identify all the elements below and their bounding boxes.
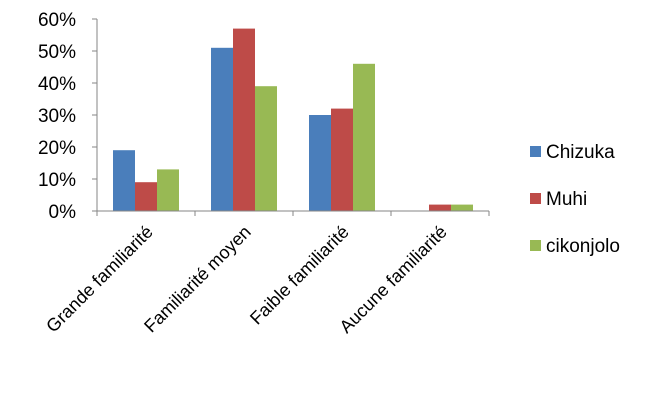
bar-chizuka-0 (113, 150, 135, 211)
bar-chizuka-2 (309, 115, 331, 211)
bar-muhi-0 (135, 182, 157, 211)
legend-label: cikonjolo (546, 236, 620, 257)
legend: Chizuka Muhi cikonjolo (530, 142, 620, 257)
legend-swatch (530, 146, 541, 157)
legend-label: Chizuka (546, 142, 615, 163)
bar-muhi-2 (331, 108, 353, 211)
legend-swatch (530, 193, 541, 204)
axis-layer (92, 18, 490, 216)
y-tick-label: 0% (49, 202, 77, 223)
bar-cikonjolo-2 (353, 63, 375, 211)
y-tick-label: 20% (38, 138, 76, 159)
bar-muhi-1 (233, 28, 255, 211)
legend-item-cikonjolo: cikonjolo (530, 236, 620, 257)
bar-cikonjolo-3 (451, 204, 473, 211)
x-category-label: Faible familiarité (246, 222, 353, 329)
legend-swatch (530, 240, 541, 251)
y-tick-label: 10% (38, 170, 76, 191)
x-category-label: Familiarité moyen (140, 222, 255, 337)
x-category-label: Grande familiarité (42, 222, 157, 337)
bars-layer (113, 28, 473, 211)
x-category-label: Aucune familiarité (336, 222, 451, 337)
bar-chizuka-1 (211, 47, 233, 211)
y-tick-label: 60% (38, 10, 76, 31)
legend-item-muhi: Muhi (530, 189, 587, 210)
y-tick-label: 40% (38, 74, 76, 95)
y-tick-label: 30% (38, 106, 76, 127)
bar-cikonjolo-1 (255, 86, 277, 211)
bar-cikonjolo-0 (157, 169, 179, 211)
bar-muhi-3 (429, 204, 451, 211)
legend-item-chizuka: Chizuka (530, 142, 615, 163)
legend-label: Muhi (546, 189, 587, 210)
y-tick-label: 50% (38, 42, 76, 63)
